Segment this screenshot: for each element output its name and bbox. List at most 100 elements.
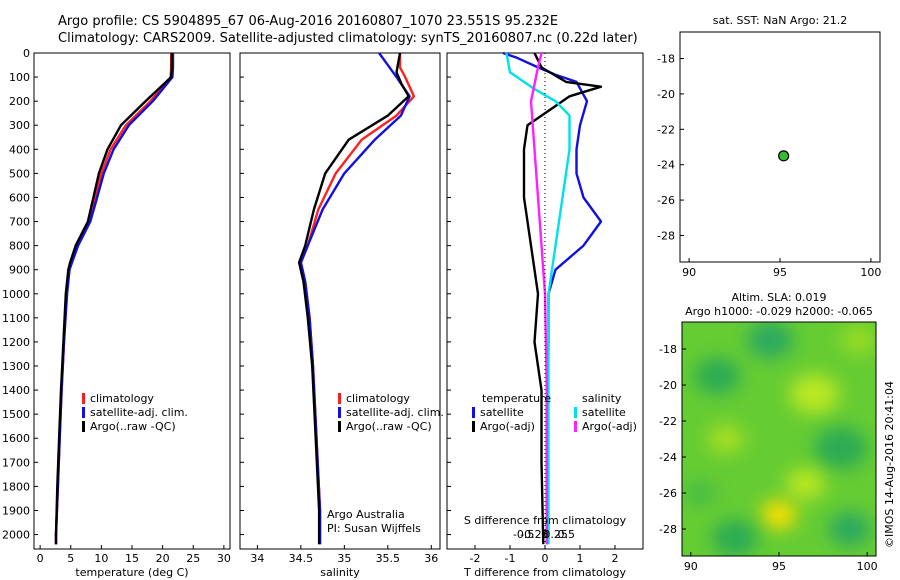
depth-tick-label: 700 (9, 216, 30, 229)
salinity-axes-frame (239, 52, 441, 550)
sla-anomaly-blob (789, 374, 839, 414)
differences-legend-swatch (574, 407, 577, 418)
differences-legend-temperature-title: temperature (482, 392, 551, 405)
temperature-xtick-label: 15 (125, 552, 139, 565)
location-xtick-label: 95 (773, 266, 787, 279)
differences-series-line (502, 51, 603, 545)
sla-ytick-label: -20 (659, 379, 677, 392)
differences-xlabel: T difference from climatology (463, 566, 626, 579)
depth-tick-label: 100 (9, 71, 30, 84)
location-ytick-label: -22 (657, 123, 675, 136)
temperature-axes-frame (33, 52, 231, 550)
salinity-legend-label: satellite-adj. clim. (346, 406, 444, 419)
sla-anomaly-blob (761, 500, 797, 529)
sla-heatmap (682, 322, 876, 556)
temperature-legend-swatch (82, 393, 85, 404)
differences-top-tick-label: 0 (542, 528, 549, 541)
depth-tick-label: 900 (9, 264, 30, 277)
climatology-subtitle: Climatology: CARS2009. Satellite-adjuste… (58, 31, 638, 46)
temperature-legend-label: Argo(..raw -QC) (90, 420, 176, 433)
depth-tick-label: 2000 (2, 529, 30, 542)
differences-legend-salinity-title: salinity (582, 392, 622, 405)
sla-anomaly-blob (828, 512, 871, 546)
differences-top-tick-label: 0.25 (543, 528, 568, 541)
sla-title: Altim. SLA: 0.019 (731, 291, 826, 304)
differences-legend-swatch (574, 421, 577, 432)
differences-top-tick-label: -0.5 (513, 528, 534, 541)
temperature-series-line (54, 53, 174, 545)
sla-anomaly-blob (683, 480, 716, 506)
salinity-credit-line1: Argo Australia (327, 508, 405, 521)
salinity-xtick-label: 36 (424, 552, 438, 565)
sla-ytick-label: -28 (659, 523, 677, 536)
imos-timestamp: ©IMOS 14-Aug-2016 20:41:04 (883, 381, 896, 548)
differences-series-line (529, 52, 548, 545)
temperature-xtick-label: 0 (37, 552, 44, 565)
depth-tick-label: 1800 (2, 480, 30, 493)
salinity-xtick-label: 34 (250, 552, 264, 565)
differences-xtick-label: -2 (470, 552, 481, 565)
salinity-legend-label: climatology (346, 392, 410, 405)
differences-xtick-label: 2 (612, 552, 619, 565)
sla-anomaly-blob (708, 424, 744, 454)
location-ytick-label: -20 (657, 88, 675, 101)
depth-tick-label: 1300 (2, 360, 30, 373)
location-ytick-label: -26 (657, 194, 675, 207)
differences-top-tick-label: -0.25 (520, 528, 548, 541)
depth-tick-label: 500 (9, 167, 30, 180)
temperature-xtick-label: 5 (67, 552, 74, 565)
sla-anomaly-blob (814, 426, 868, 470)
differences-legend-swatch (472, 407, 475, 418)
location-xtick-label: 100 (860, 266, 881, 279)
differences-legend-label: Argo(-adj) (582, 420, 637, 433)
differences-legend-label: satellite (480, 406, 524, 419)
depth-tick-label: 300 (9, 119, 30, 132)
temperature-legend-label: climatology (90, 392, 154, 405)
depth-tick-label: 1500 (2, 408, 30, 421)
depth-tick-label: 1600 (2, 432, 30, 445)
differences-xtick-label: 1 (577, 552, 584, 565)
sla-anomaly-blob (840, 325, 876, 355)
differences-xtick-label: -1 (505, 552, 516, 565)
depth-tick-label: 1400 (2, 384, 30, 397)
sla-ytick-label: -22 (659, 415, 677, 428)
depth-tick-label: 1700 (2, 456, 30, 469)
depth-tick-label: 200 (9, 95, 30, 108)
salinity-legend-swatch (338, 421, 341, 432)
differences-series-line (505, 52, 571, 545)
differences-legend-label: Argo(-adj) (480, 420, 535, 433)
depth-tick-label: 0 (23, 47, 30, 60)
sla-ytick-label: -24 (659, 451, 677, 464)
salinity-legend-swatch (338, 393, 341, 404)
location-ytick-label: -24 (657, 159, 675, 172)
temperature-series-line (54, 53, 173, 545)
temperature-xlabel: temperature (deg C) (75, 566, 188, 579)
sla-anomaly-blob (694, 357, 741, 395)
salinity-xlabel: salinity (320, 566, 360, 579)
depth-tick-label: 800 (9, 240, 30, 253)
differences-legend-label: satellite (582, 406, 626, 419)
salinity-legend-label: Argo(..raw -QC) (346, 420, 432, 433)
temperature-xtick-label: 25 (186, 552, 200, 565)
temperature-series-line (54, 53, 175, 545)
temperature-xtick-label: 20 (156, 552, 170, 565)
sla-subtitle: Argo h1000: -0.029 h2000: -0.065 (685, 305, 873, 318)
salinity-credit-line2: PI: Susan Wijffels (327, 522, 421, 535)
sla-ytick-label: -26 (659, 487, 677, 500)
differences-xtick-label: 0 (542, 552, 549, 565)
temperature-xtick-label: 10 (94, 552, 108, 565)
differences-top-axis-title: S difference from climatology (464, 514, 627, 527)
sla-xtick-label: 95 (772, 560, 786, 573)
salinity-xtick-label: 34.5 (289, 552, 314, 565)
temperature-legend-swatch (82, 407, 85, 418)
location-xtick-label: 90 (682, 266, 696, 279)
depth-tick-label: 1100 (2, 312, 30, 325)
salinity-series-line (297, 52, 410, 545)
location-title: sat. SST: NaN Argo: 21.2 (713, 14, 847, 27)
location-ytick-label: -28 (657, 229, 675, 242)
sla-anomaly-blob (786, 468, 825, 500)
sla-anomaly-blob (711, 519, 758, 556)
salinity-xtick-label: 35 (337, 552, 351, 565)
depth-tick-label: 400 (9, 143, 30, 156)
